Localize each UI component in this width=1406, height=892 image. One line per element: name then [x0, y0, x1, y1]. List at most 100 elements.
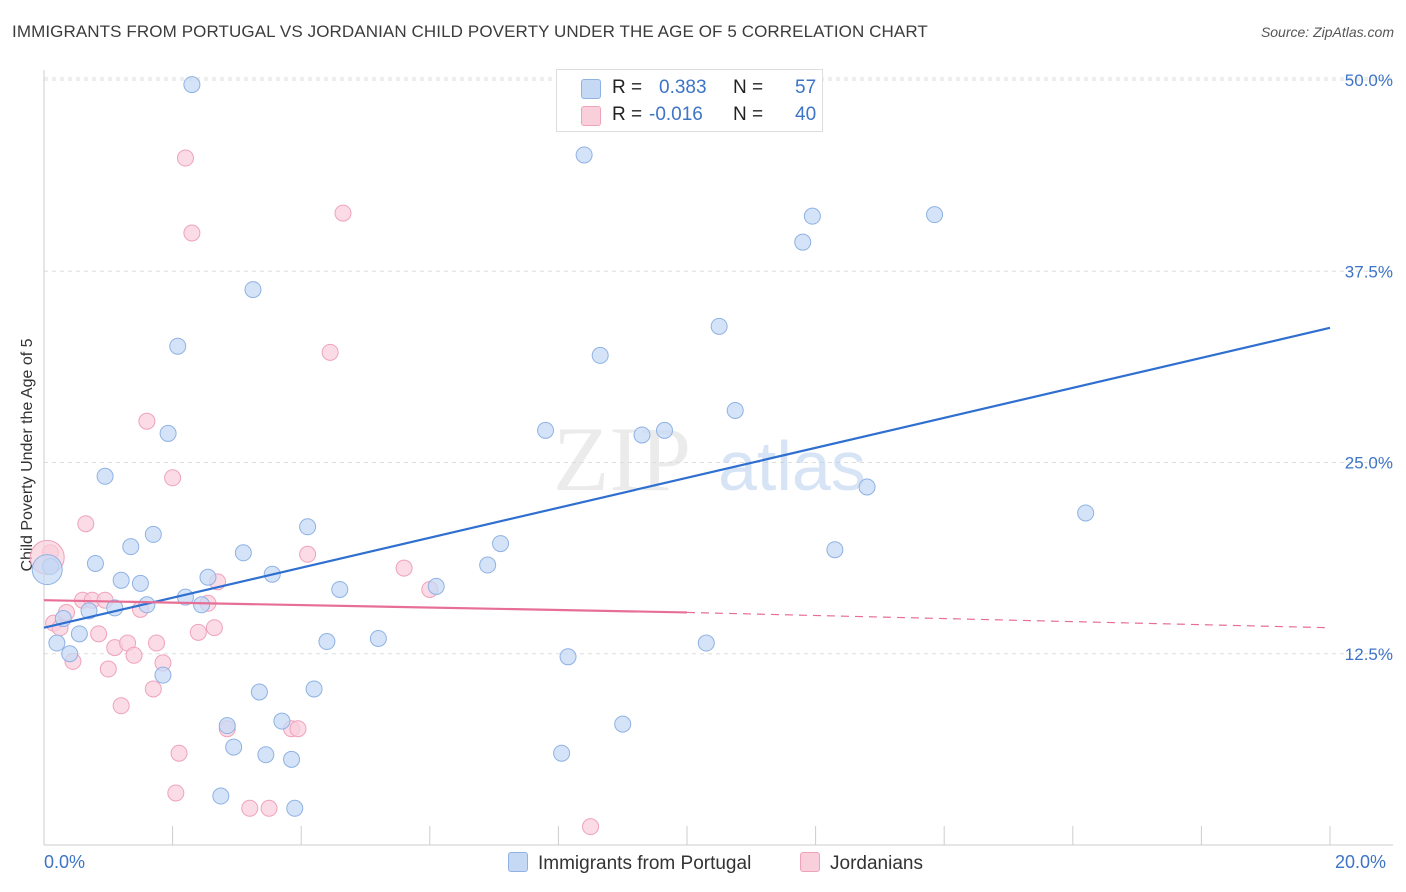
portugal-legend-label: Immigrants from Portugal: [538, 853, 752, 874]
portugal-point: [234, 544, 252, 562]
portugal-point: [112, 571, 130, 589]
watermark-zip: ZIP: [553, 408, 691, 510]
portugal-point: [61, 645, 79, 663]
portugal-point: [318, 633, 336, 651]
portugal-point: [633, 426, 651, 444]
jordanians-legend-label: Jordanians: [830, 853, 923, 874]
portugal-point: [286, 799, 304, 817]
portugal-point: [70, 625, 88, 643]
y-tick-label: 37.5%: [1345, 262, 1393, 281]
jordanians-points: [29, 149, 600, 836]
portugal-point: [559, 648, 577, 666]
portugal-point: [794, 233, 812, 251]
portugal-point: [273, 712, 291, 730]
portugal-point: [122, 538, 140, 556]
portugal-point: [193, 596, 211, 614]
portugal-point: [305, 680, 323, 698]
portugal-point: [48, 634, 66, 652]
portugal-swatch: [581, 79, 601, 99]
portugal-point: [250, 683, 268, 701]
r-label: R =: [612, 77, 643, 98]
portugal-point: [154, 666, 172, 684]
jordanians-point: [299, 545, 317, 563]
jordanians-point: [148, 634, 166, 652]
stats-legend: R = 0.383 N = 57 R = -0.016 N = 40: [556, 69, 823, 132]
portugal-point: [553, 744, 571, 762]
jordanians-point: [144, 680, 162, 698]
jordanians-trend-extension: [686, 611, 1331, 629]
jordanians-point: [395, 559, 413, 577]
portugal-point: [257, 746, 275, 764]
jordanians-point: [176, 149, 194, 167]
portugal-n-value: 57: [795, 77, 817, 98]
portugal-point: [169, 337, 187, 355]
n-label: N =: [733, 77, 764, 98]
portugal-point: [697, 634, 715, 652]
portugal-point: [31, 554, 63, 586]
portugal-point: [80, 602, 98, 620]
jordanians-point: [189, 623, 207, 641]
portugal-point: [199, 568, 217, 586]
portugal-point: [183, 76, 201, 94]
portugal-point: [614, 715, 632, 733]
portugal-point: [655, 421, 673, 439]
portugal-legend-swatch: [508, 852, 528, 872]
watermark: ZIP atlas: [553, 408, 866, 510]
jordanians-point: [241, 799, 259, 817]
jordanians-point: [260, 799, 278, 817]
jordanians-point: [138, 412, 156, 430]
portugal-point: [86, 554, 104, 572]
r-label: R =: [612, 104, 643, 125]
portugal-point: [369, 629, 387, 647]
portugal-point: [299, 518, 317, 536]
legend-item-jordanians: Jordanians: [800, 852, 923, 875]
watermark-atlas: atlas: [718, 427, 866, 505]
x-max-label: 20.0%: [1335, 852, 1387, 872]
portugal-point: [591, 346, 609, 364]
portugal-trend-line: [43, 326, 1331, 629]
legend-item-portugal: Immigrants from Portugal: [508, 852, 751, 875]
jordanians-point: [77, 515, 95, 533]
portugal-point: [803, 207, 821, 225]
portugal-r-value: 0.383: [659, 77, 707, 98]
jordanians-point: [125, 646, 143, 664]
jordanians-point: [289, 720, 307, 738]
portugal-point: [331, 580, 349, 598]
portugal-point: [212, 787, 230, 805]
jordanians-point: [582, 818, 600, 836]
portugal-point: [1077, 504, 1095, 522]
gridlines: [44, 77, 1393, 655]
jordanians-point: [112, 697, 130, 715]
jordanians-n-value: 40: [795, 104, 817, 125]
trend-lines: [43, 326, 1331, 629]
portugal-point: [710, 317, 728, 335]
source-credit: Source: ZipAtlas.com: [1260, 24, 1394, 40]
portugal-point: [131, 574, 149, 592]
portugal-point: [244, 281, 262, 299]
portugal-point: [225, 738, 243, 756]
jordanians-swatch: [581, 106, 601, 126]
jordanians-point: [167, 784, 185, 802]
x-min-label: 0.0%: [44, 852, 86, 872]
portugal-point: [218, 717, 236, 735]
jordanians-point: [170, 744, 188, 762]
jordanians-point: [205, 619, 223, 637]
jordanians-trend-line: [43, 599, 688, 614]
y-tick-labels: 12.5% 25.0% 37.5% 50.0%: [1345, 71, 1393, 664]
portugal-point: [492, 535, 510, 553]
portugal-point: [479, 556, 497, 574]
portugal-point: [144, 525, 162, 543]
y-tick-label: 50.0%: [1345, 71, 1393, 90]
portugal-point: [575, 146, 593, 164]
chart-title: IMMIGRANTS FROM PORTUGAL VS JORDANIAN CH…: [12, 22, 928, 41]
portugal-point: [427, 577, 445, 595]
portugal-point: [858, 478, 876, 496]
x-tick-marks: [43, 826, 1331, 845]
jordanians-point: [334, 204, 352, 222]
portugal-points: [31, 76, 1095, 817]
y-tick-label: 12.5%: [1345, 645, 1393, 664]
jordanians-point: [183, 224, 201, 242]
jordanians-point: [99, 660, 117, 678]
jordanians-point: [90, 625, 108, 643]
portugal-point: [826, 541, 844, 559]
